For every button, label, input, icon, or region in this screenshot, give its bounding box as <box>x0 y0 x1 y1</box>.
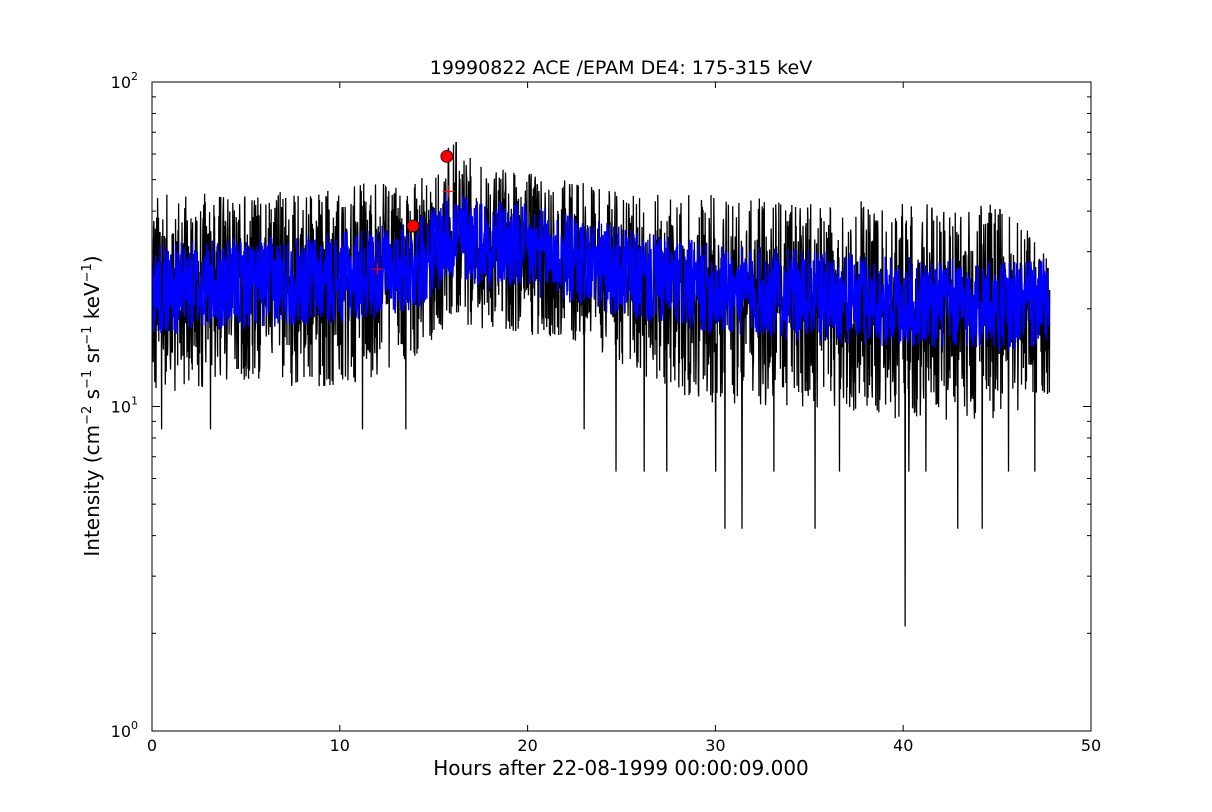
y-tick-base: 10 <box>111 73 131 92</box>
y-label-exp2: −1 <box>80 370 95 389</box>
marker-plus-3 <box>442 185 455 198</box>
y-tick-base: 10 <box>111 722 131 741</box>
chart-title: 19990822 ACE /EPAM DE4: 175-315 keV <box>430 57 812 79</box>
x-tick-label: 10 <box>330 736 350 755</box>
axis-ticks <box>151 81 1092 732</box>
y-tick-label: 102 <box>111 70 138 92</box>
x-tick-label: 20 <box>517 736 537 755</box>
x-tick-label: 0 <box>147 736 157 755</box>
marker-plus-2 <box>371 263 384 276</box>
y-label-exp4: −1 <box>80 263 95 282</box>
y-tick-label: 101 <box>111 395 138 417</box>
y-tick-base: 10 <box>111 398 131 417</box>
marker-circle-0 <box>440 149 454 163</box>
x-tick-label: 30 <box>705 736 725 755</box>
y-tick-exp: 0 <box>131 719 138 732</box>
y-label-prefix: Intensity (cm <box>80 425 104 557</box>
y-label-suffix: ) <box>80 255 104 263</box>
x-tick-label: 50 <box>1081 736 1101 755</box>
x-axis-label: Hours after 22-08-1999 00:00:09.000 <box>433 756 809 780</box>
y-label-exp3: −1 <box>80 326 95 345</box>
y-axis-label: Intensity (cm−2 s−1 sr−1 keV−1) <box>80 255 104 556</box>
y-label-mid1: s <box>80 389 104 399</box>
plot-area <box>152 142 1051 627</box>
y-tick-exp: 2 <box>131 70 138 83</box>
y-label-mid2: sr <box>80 344 104 363</box>
y-tick-label: 100 <box>111 719 138 741</box>
y-label-mid3: keV <box>80 282 104 319</box>
series-smoothed-intensity-line <box>152 194 1051 351</box>
x-tick-label: 40 <box>893 736 913 755</box>
y-tick-exp: 1 <box>131 395 138 408</box>
marker-circle-1 <box>406 219 420 233</box>
y-label-exp1: −2 <box>80 406 95 425</box>
